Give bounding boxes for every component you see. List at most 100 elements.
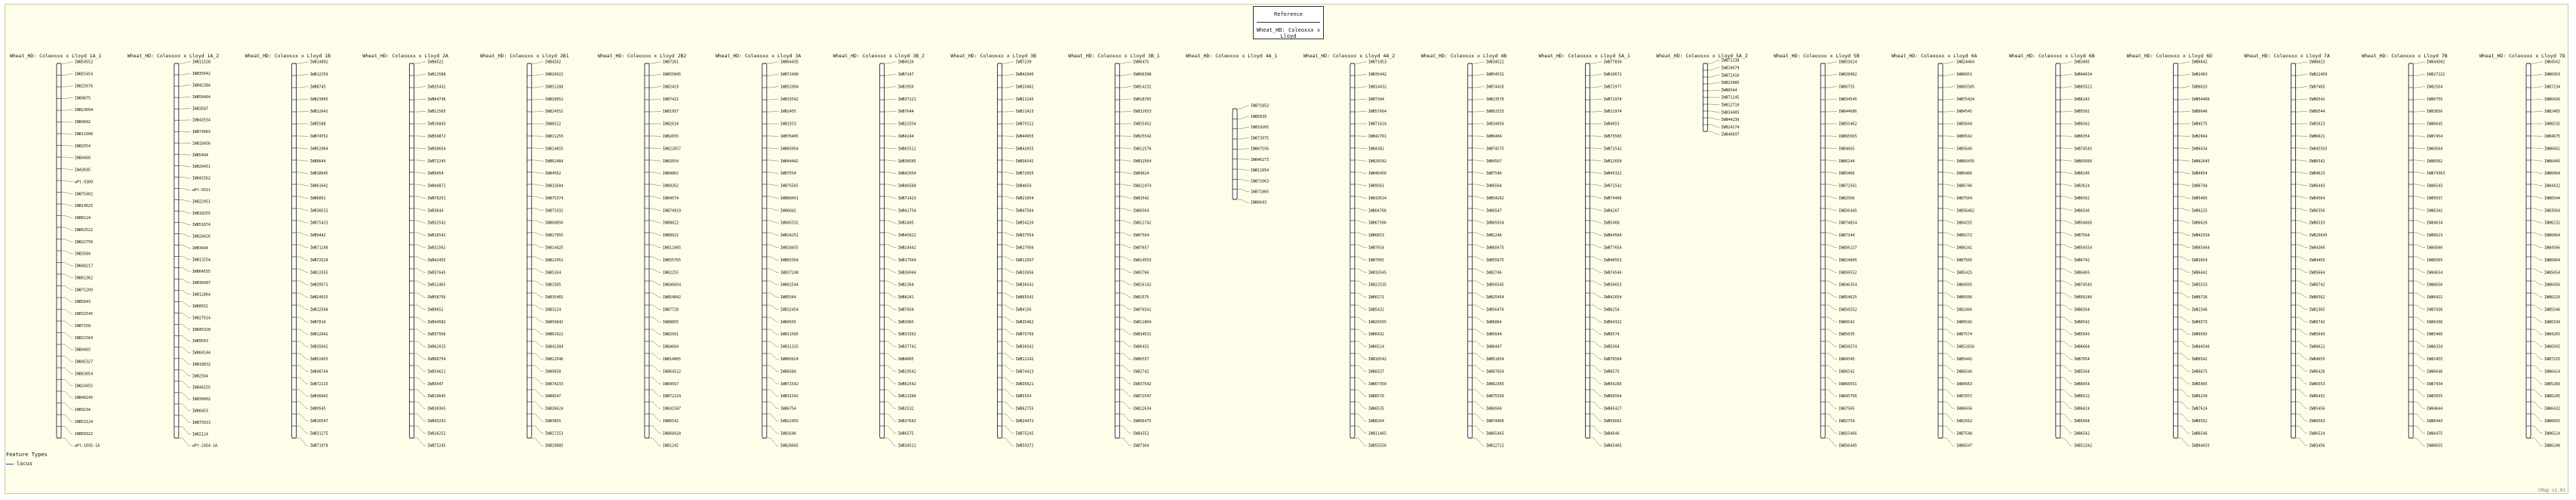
marker-label[interactable]: IWB2463	[2192, 73, 2208, 77]
marker-label[interactable]: IWB19645	[427, 394, 445, 399]
marker-label[interactable]: IWB6562	[2074, 196, 2090, 201]
marker-label[interactable]: IWB7554	[780, 171, 796, 176]
marker-label[interactable]: IWB4432	[2544, 184, 2560, 189]
marker-label[interactable]: IWB6426	[2309, 369, 2325, 374]
marker-label[interactable]: IWB4646	[1604, 431, 1620, 436]
marker-label[interactable]: IWB65666	[2074, 159, 2092, 164]
marker-label[interactable]: IWB12864	[192, 293, 211, 298]
marker-label[interactable]: IWB45565	[2309, 147, 2327, 151]
marker-label[interactable]: IWB35462	[1015, 320, 1033, 325]
marker-label[interactable]: IWB28962	[1839, 73, 1857, 77]
marker-label[interactable]: IWB56464	[192, 95, 211, 100]
marker-label[interactable]: IWB6445	[2544, 159, 2560, 164]
marker-label[interactable]: IWB6626	[2192, 221, 2208, 226]
map-title-6B[interactable]: Wheat_HD: Coleoxxx x Lloyd 6B	[2009, 53, 2095, 59]
marker-label[interactable]: IWB9652	[427, 307, 443, 312]
marker-label[interactable]: IWB4526	[898, 60, 914, 65]
marker-label[interactable]: IWB74545	[2074, 283, 2092, 288]
marker-label[interactable]: IWB12650	[1604, 159, 1622, 164]
marker-label[interactable]: IWB71542	[780, 382, 799, 387]
marker-label[interactable]: IWB8124	[75, 216, 91, 221]
marker-label[interactable]: IWB4265	[2544, 332, 2560, 337]
marker-label[interactable]: IWB44442	[780, 159, 799, 164]
marker-label[interactable]: IWB42645	[2192, 159, 2210, 164]
marker-label[interactable]: IWB6475	[1133, 60, 1149, 65]
map-title-7D[interactable]: Wheat_HD: Coleoxxx x Lloyd 7D	[2479, 53, 2565, 59]
marker-label[interactable]: IWB4564	[1486, 407, 1502, 412]
marker-label[interactable]: IWB42455	[427, 258, 445, 263]
marker-label[interactable]: IWB55452	[1133, 122, 1151, 127]
marker-label[interactable]: IWB63054	[75, 372, 93, 376]
marker-label[interactable]: IWB56552	[1839, 307, 1857, 312]
marker-label[interactable]: IWB44634	[2074, 73, 2092, 77]
marker-label[interactable]: IWB16542	[1368, 357, 1386, 362]
marker-label[interactable]: IWB2246	[1486, 233, 1502, 238]
marker-label[interactable]: IWB7436	[2427, 307, 2442, 312]
marker-label[interactable]: IWB74466	[1486, 419, 1504, 424]
marker-label[interactable]: IWB60856	[545, 221, 563, 226]
marker-label[interactable]: IWB74426	[1486, 85, 1504, 89]
marker-label[interactable]: IWB72977	[1604, 85, 1622, 89]
marker-label[interactable]: IWB45756	[1839, 394, 1857, 399]
marker-label[interactable]: IWB35442	[1368, 73, 1386, 77]
marker-label[interactable]: IWB6226	[2544, 295, 2560, 300]
marker-label[interactable]: IWB75565	[1604, 134, 1622, 139]
marker-label[interactable]: IWB37742	[898, 345, 916, 350]
marker-label[interactable]: IWB21654	[1015, 196, 1033, 201]
marker-label[interactable]: IWB12710	[1721, 103, 1739, 108]
marker-label[interactable]: IWB6645	[2427, 122, 2442, 127]
marker-label[interactable]: IWB8327	[1368, 369, 1384, 374]
marker-label[interactable]: IWB3624	[2074, 184, 2090, 189]
marker-label[interactable]: IWB67654	[1486, 369, 1504, 374]
marker-label[interactable]: IWB5766	[1133, 270, 1149, 275]
map-title-2B1[interactable]: Wheat_HD: Coleoxxx x Lloyd 2B1	[480, 53, 568, 59]
marker-label[interactable]: IWB54625	[1839, 295, 1857, 300]
marker-label[interactable]: IWB66435	[1956, 159, 1974, 164]
marker-label[interactable]: IWB42654	[1604, 295, 1622, 300]
map-title-6A[interactable]: Wheat_HD: Coleoxxx x Lloyd 6A	[1891, 53, 1977, 59]
marker-label[interactable]: IWB22756	[75, 240, 93, 245]
marker-label[interactable]: IWB6422	[2427, 295, 2442, 300]
marker-label[interactable]: IWB51654	[1486, 357, 1504, 362]
marker-label[interactable]: IWB6243	[2074, 97, 2090, 102]
map-title-5A_2[interactable]: Wheat_HD: Coleoxxx x Lloyd 5A_2	[1656, 53, 1747, 59]
marker-label[interactable]: IWB13355	[310, 270, 328, 275]
marker-label[interactable]: IWB5664	[2309, 270, 2325, 275]
marker-label[interactable]: IWB27955	[545, 233, 563, 238]
marker-label[interactable]: IWB2564	[192, 374, 208, 378]
marker-label[interactable]: IWB65354	[780, 258, 799, 263]
marker-label[interactable]: IWB54532	[1486, 73, 1504, 77]
chromosome-4A_2[interactable]	[1350, 63, 1356, 439]
marker-label[interactable]: IWB31562	[898, 332, 916, 337]
marker-label[interactable]: IWB6852	[310, 196, 326, 201]
marker-label[interactable]: IWB6244	[1839, 159, 1854, 164]
marker-label[interactable]: IWB2564	[2427, 85, 2442, 89]
marker-label[interactable]: IWB46584	[898, 184, 916, 189]
marker-label[interactable]: IWB72524	[310, 258, 328, 263]
marker-label[interactable]: IWB45622	[898, 233, 916, 238]
marker-label[interactable]: IWB6544	[2309, 110, 2325, 114]
marker-label[interactable]: IWB74963	[192, 130, 211, 134]
marker-label[interactable]: IWB5466	[2427, 332, 2442, 337]
marker-label[interactable]: IWB66551	[1839, 382, 1857, 387]
chromosome-5B[interactable]	[1820, 63, 1826, 439]
marker-label[interactable]: IWB7644	[898, 110, 914, 114]
map-title-3A[interactable]: Wheat_HD: Coleoxxx x Lloyd 3A	[716, 53, 802, 59]
marker-label[interactable]: IWB2654	[663, 159, 679, 164]
marker-label[interactable]: IWB66564	[1604, 394, 1622, 399]
marker-label[interactable]: IWB6553	[2309, 382, 2325, 387]
marker-label[interactable]: IWB6646	[2192, 110, 2208, 114]
marker-label[interactable]: IWB2554	[75, 144, 91, 149]
marker-label[interactable]: IWB6557	[1133, 357, 1149, 362]
marker-label[interactable]: IWB8522	[545, 122, 561, 127]
marker-label[interactable]: IWB6562	[2074, 122, 2090, 127]
marker-label[interactable]: IWB10672	[1604, 73, 1622, 77]
marker-label[interactable]: IWB44236	[1721, 118, 1739, 122]
marker-label[interactable]: IWB7364	[1133, 444, 1149, 449]
marker-label[interactable]: IWB59372	[1015, 444, 1033, 449]
chromosome-1B[interactable]	[291, 63, 297, 439]
marker-label[interactable]: IWB6475	[2427, 431, 2442, 436]
marker-label[interactable]: IWB1956	[898, 85, 914, 89]
marker-label[interactable]: IWB6542	[2192, 357, 2208, 362]
marker-label[interactable]: IWB36487	[192, 281, 211, 285]
